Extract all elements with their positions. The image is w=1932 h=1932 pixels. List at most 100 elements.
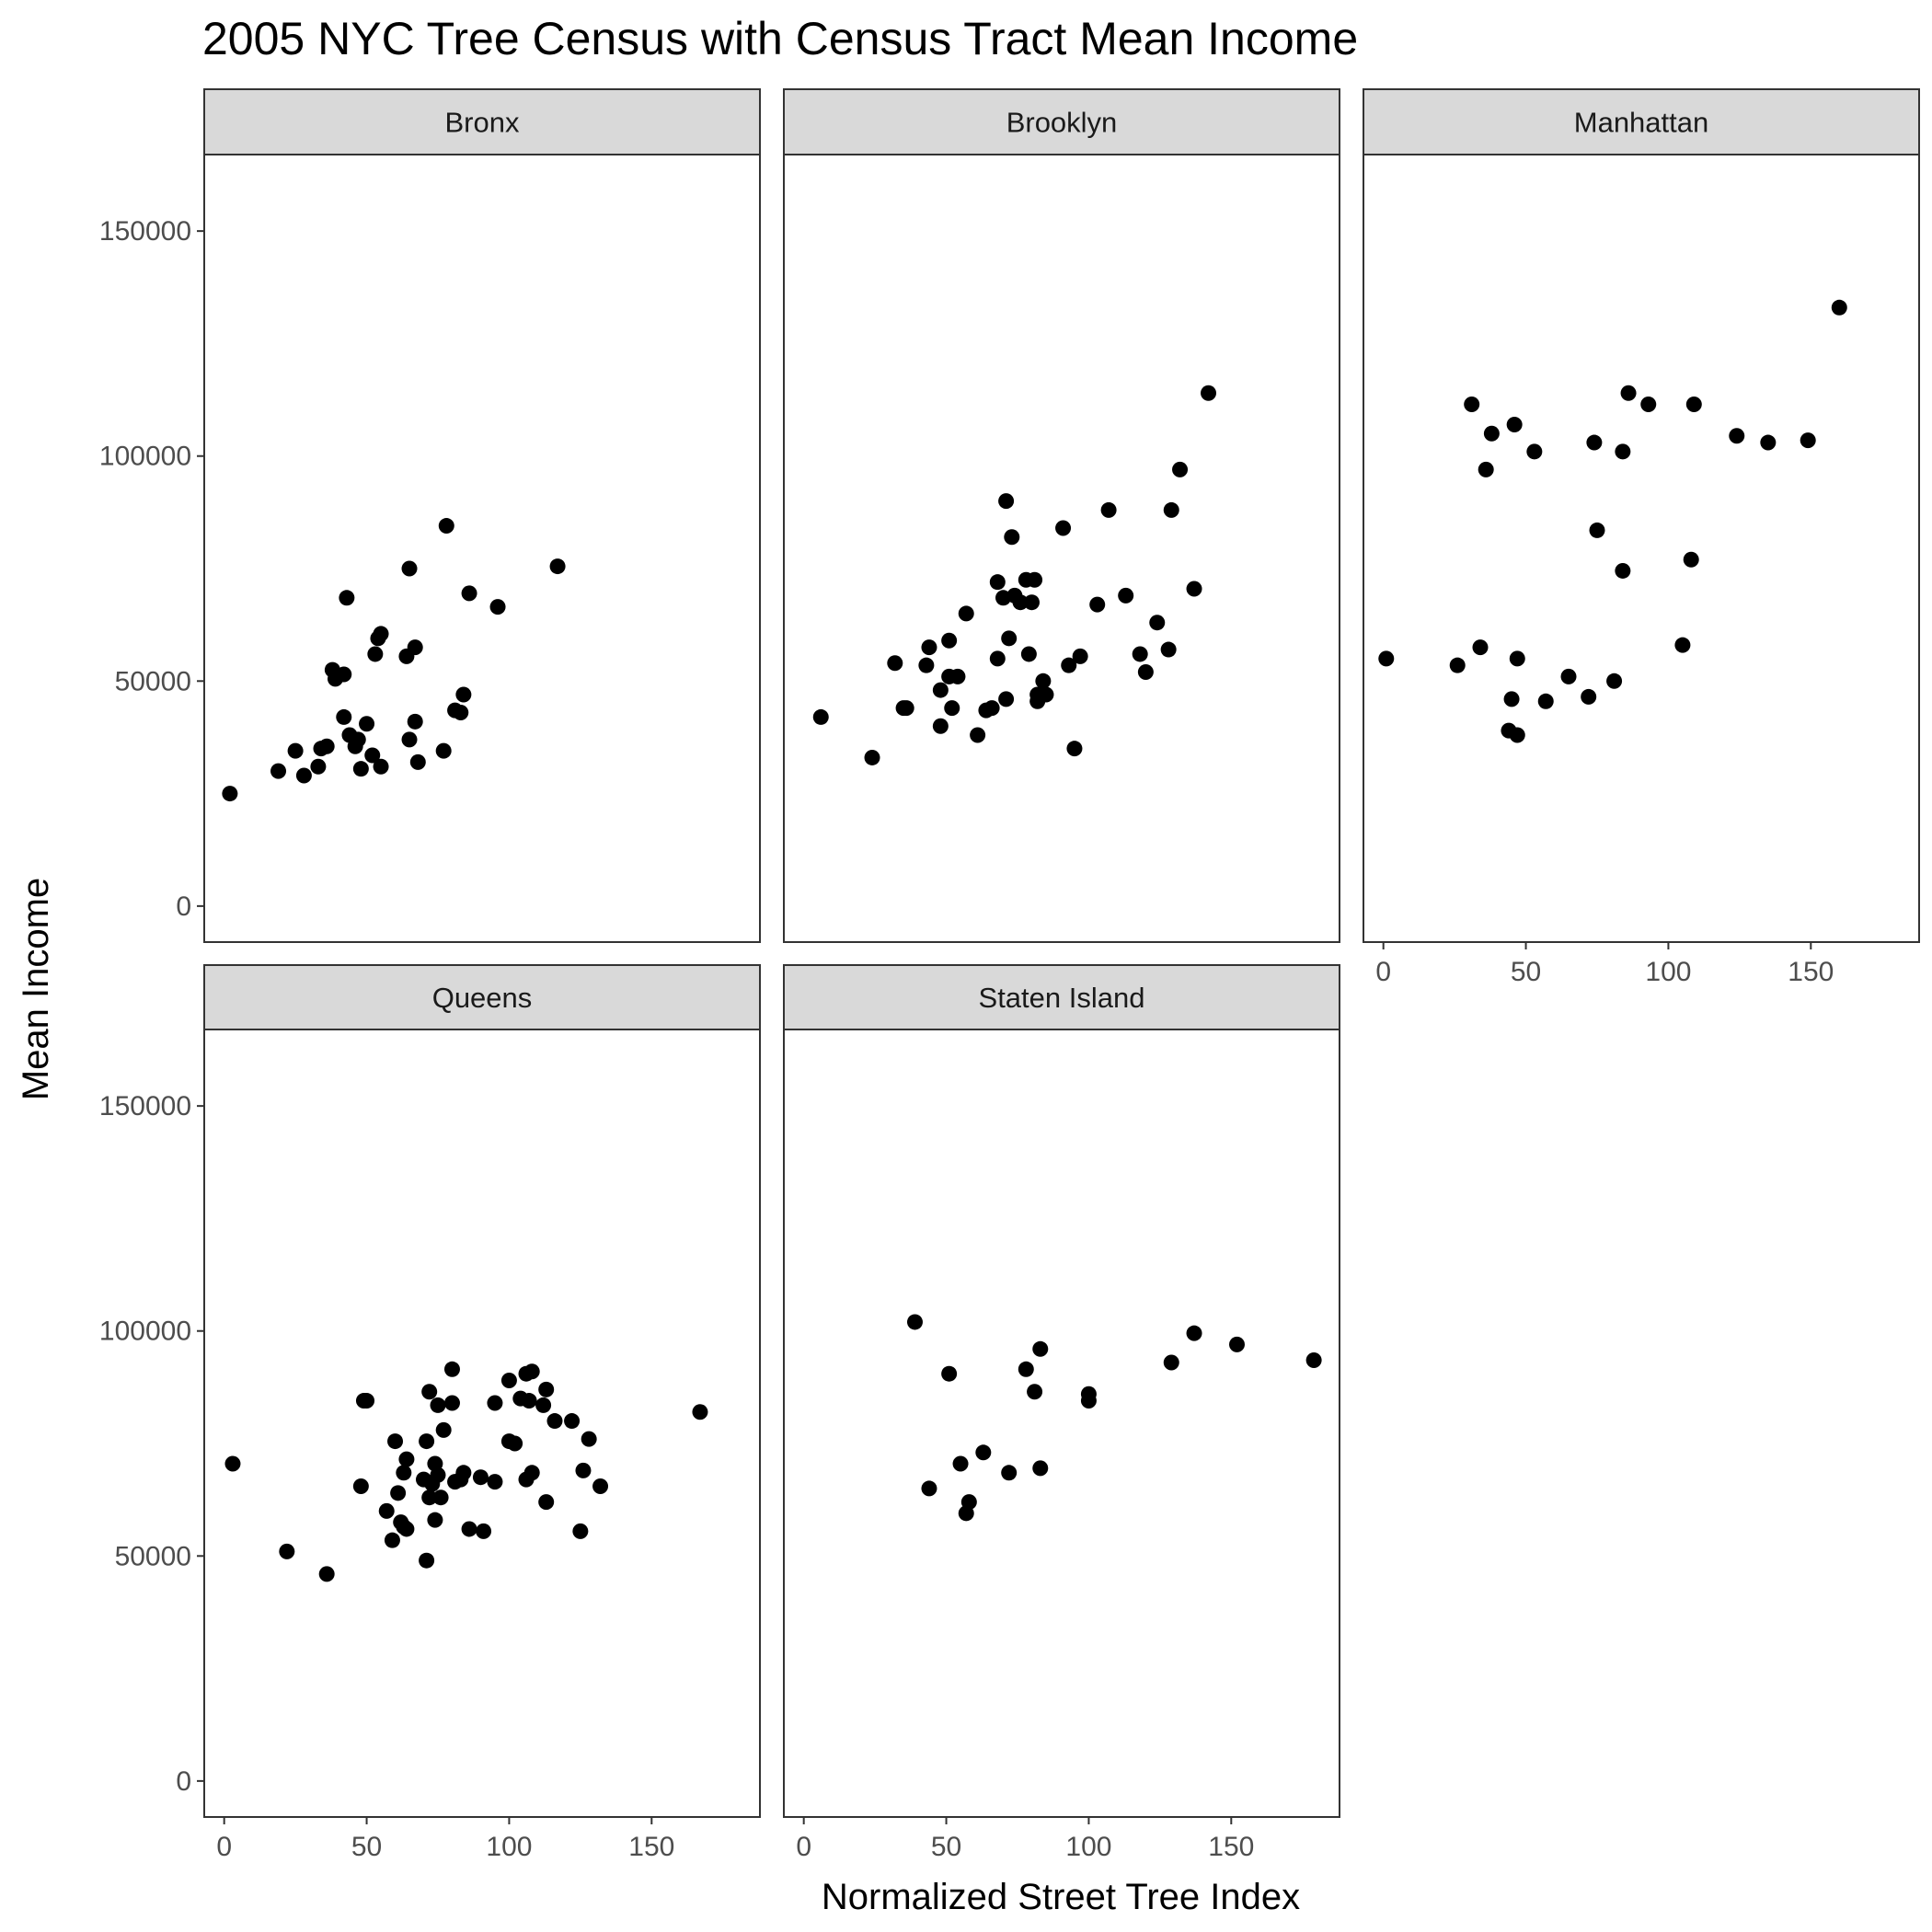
data-point <box>384 1532 400 1548</box>
data-point <box>279 1543 295 1559</box>
panel-border <box>783 154 1340 943</box>
data-point <box>983 700 1000 717</box>
data-point <box>1066 741 1083 757</box>
data-point <box>1018 1361 1034 1377</box>
data-point <box>1506 416 1523 432</box>
panel-border <box>783 1029 1340 1818</box>
data-point <box>407 639 423 656</box>
data-point <box>958 605 974 622</box>
data-point <box>1537 693 1554 709</box>
data-point <box>1137 664 1154 681</box>
data-point <box>1620 385 1637 401</box>
x-tick-label: 50 <box>351 1832 382 1862</box>
data-point <box>352 761 369 777</box>
points-bronx <box>222 518 566 802</box>
facet-strip-label: Manhattan <box>1574 107 1709 139</box>
data-point <box>476 1523 492 1539</box>
data-point <box>1004 529 1020 546</box>
data-point <box>1080 1386 1097 1402</box>
data-point <box>270 763 287 779</box>
data-point <box>1023 594 1040 611</box>
chart-title: 2005 NYC Tree Census with Census Tract M… <box>202 13 1358 64</box>
data-point <box>367 646 384 662</box>
data-point <box>906 1314 923 1330</box>
data-point <box>921 1480 937 1497</box>
data-point <box>932 718 949 734</box>
data-point <box>538 1381 555 1397</box>
data-point <box>1606 673 1623 689</box>
data-point <box>421 1384 438 1400</box>
data-point <box>1503 691 1520 707</box>
data-point <box>455 1465 472 1481</box>
data-point <box>359 1393 375 1409</box>
data-point <box>1118 587 1134 604</box>
data-point <box>932 682 949 698</box>
data-point <box>1674 637 1691 653</box>
data-point <box>461 1521 477 1537</box>
data-point <box>318 1566 335 1582</box>
data-point <box>443 1395 460 1411</box>
data-point <box>1560 668 1577 684</box>
y-tick-label: 150000 <box>99 1091 191 1121</box>
data-point <box>421 1489 438 1506</box>
data-point <box>295 767 312 784</box>
data-point <box>864 749 880 765</box>
data-point <box>1831 299 1847 316</box>
data-point <box>1055 520 1072 536</box>
x-tick-label: 150 <box>628 1832 674 1862</box>
facet-panel-brooklyn: Brooklyn <box>783 88 1340 943</box>
x-tick-label: 0 <box>216 1832 232 1862</box>
x-tick-label: 150 <box>1208 1832 1254 1862</box>
facet-strip-label: Bronx <box>445 107 520 139</box>
x-tick-label: 100 <box>486 1832 532 1862</box>
data-point <box>401 560 418 577</box>
data-point <box>339 590 355 606</box>
x-tick-label: 50 <box>1511 957 1541 987</box>
x-tick-label: 150 <box>1788 957 1834 987</box>
data-point <box>572 1523 589 1539</box>
data-point <box>538 1494 555 1511</box>
data-point <box>1228 1336 1245 1352</box>
data-point <box>472 1469 489 1486</box>
data-point <box>952 1455 969 1472</box>
data-point <box>350 731 366 748</box>
data-point <box>396 1465 412 1481</box>
data-point <box>989 574 1006 591</box>
data-point <box>1760 434 1777 451</box>
data-point <box>1526 443 1543 460</box>
data-point <box>1032 1340 1049 1357</box>
data-point <box>430 1397 446 1413</box>
data-point <box>949 668 966 684</box>
x-axis-title: Normalized Street Tree Index <box>822 1877 1300 1917</box>
data-point <box>318 738 335 754</box>
data-point <box>1800 432 1816 449</box>
x-tick-label: 0 <box>796 1832 811 1862</box>
y-tick-label: 150000 <box>99 216 191 247</box>
facet-strip <box>203 88 761 155</box>
data-point <box>1032 1460 1049 1477</box>
data-point <box>970 727 986 743</box>
data-point <box>352 1478 369 1494</box>
data-point <box>224 1455 241 1472</box>
panel-border <box>203 154 761 943</box>
x-tick-label: 50 <box>931 1832 961 1862</box>
data-point <box>1478 461 1494 477</box>
x-tick-label: 100 <box>1065 1832 1111 1862</box>
data-point <box>1509 650 1525 667</box>
data-point <box>581 1431 597 1447</box>
facet-strip-label: Brooklyn <box>1006 107 1118 139</box>
data-point <box>487 1395 503 1411</box>
points-queens <box>224 1361 708 1582</box>
data-point <box>461 585 477 602</box>
x-tick-label: 0 <box>1375 957 1391 987</box>
data-point <box>1035 673 1052 689</box>
data-point <box>1160 641 1177 658</box>
data-point <box>941 632 958 649</box>
facet-strip <box>783 88 1340 155</box>
facet-panel-manhattan: Manhattan 0 50 100 150 <box>1363 88 1920 987</box>
facet-strip-label: Queens <box>432 982 533 1014</box>
y-tick-label: 50000 <box>115 1541 191 1571</box>
data-point <box>364 747 381 764</box>
data-point <box>1729 428 1745 444</box>
data-point <box>419 1552 435 1569</box>
